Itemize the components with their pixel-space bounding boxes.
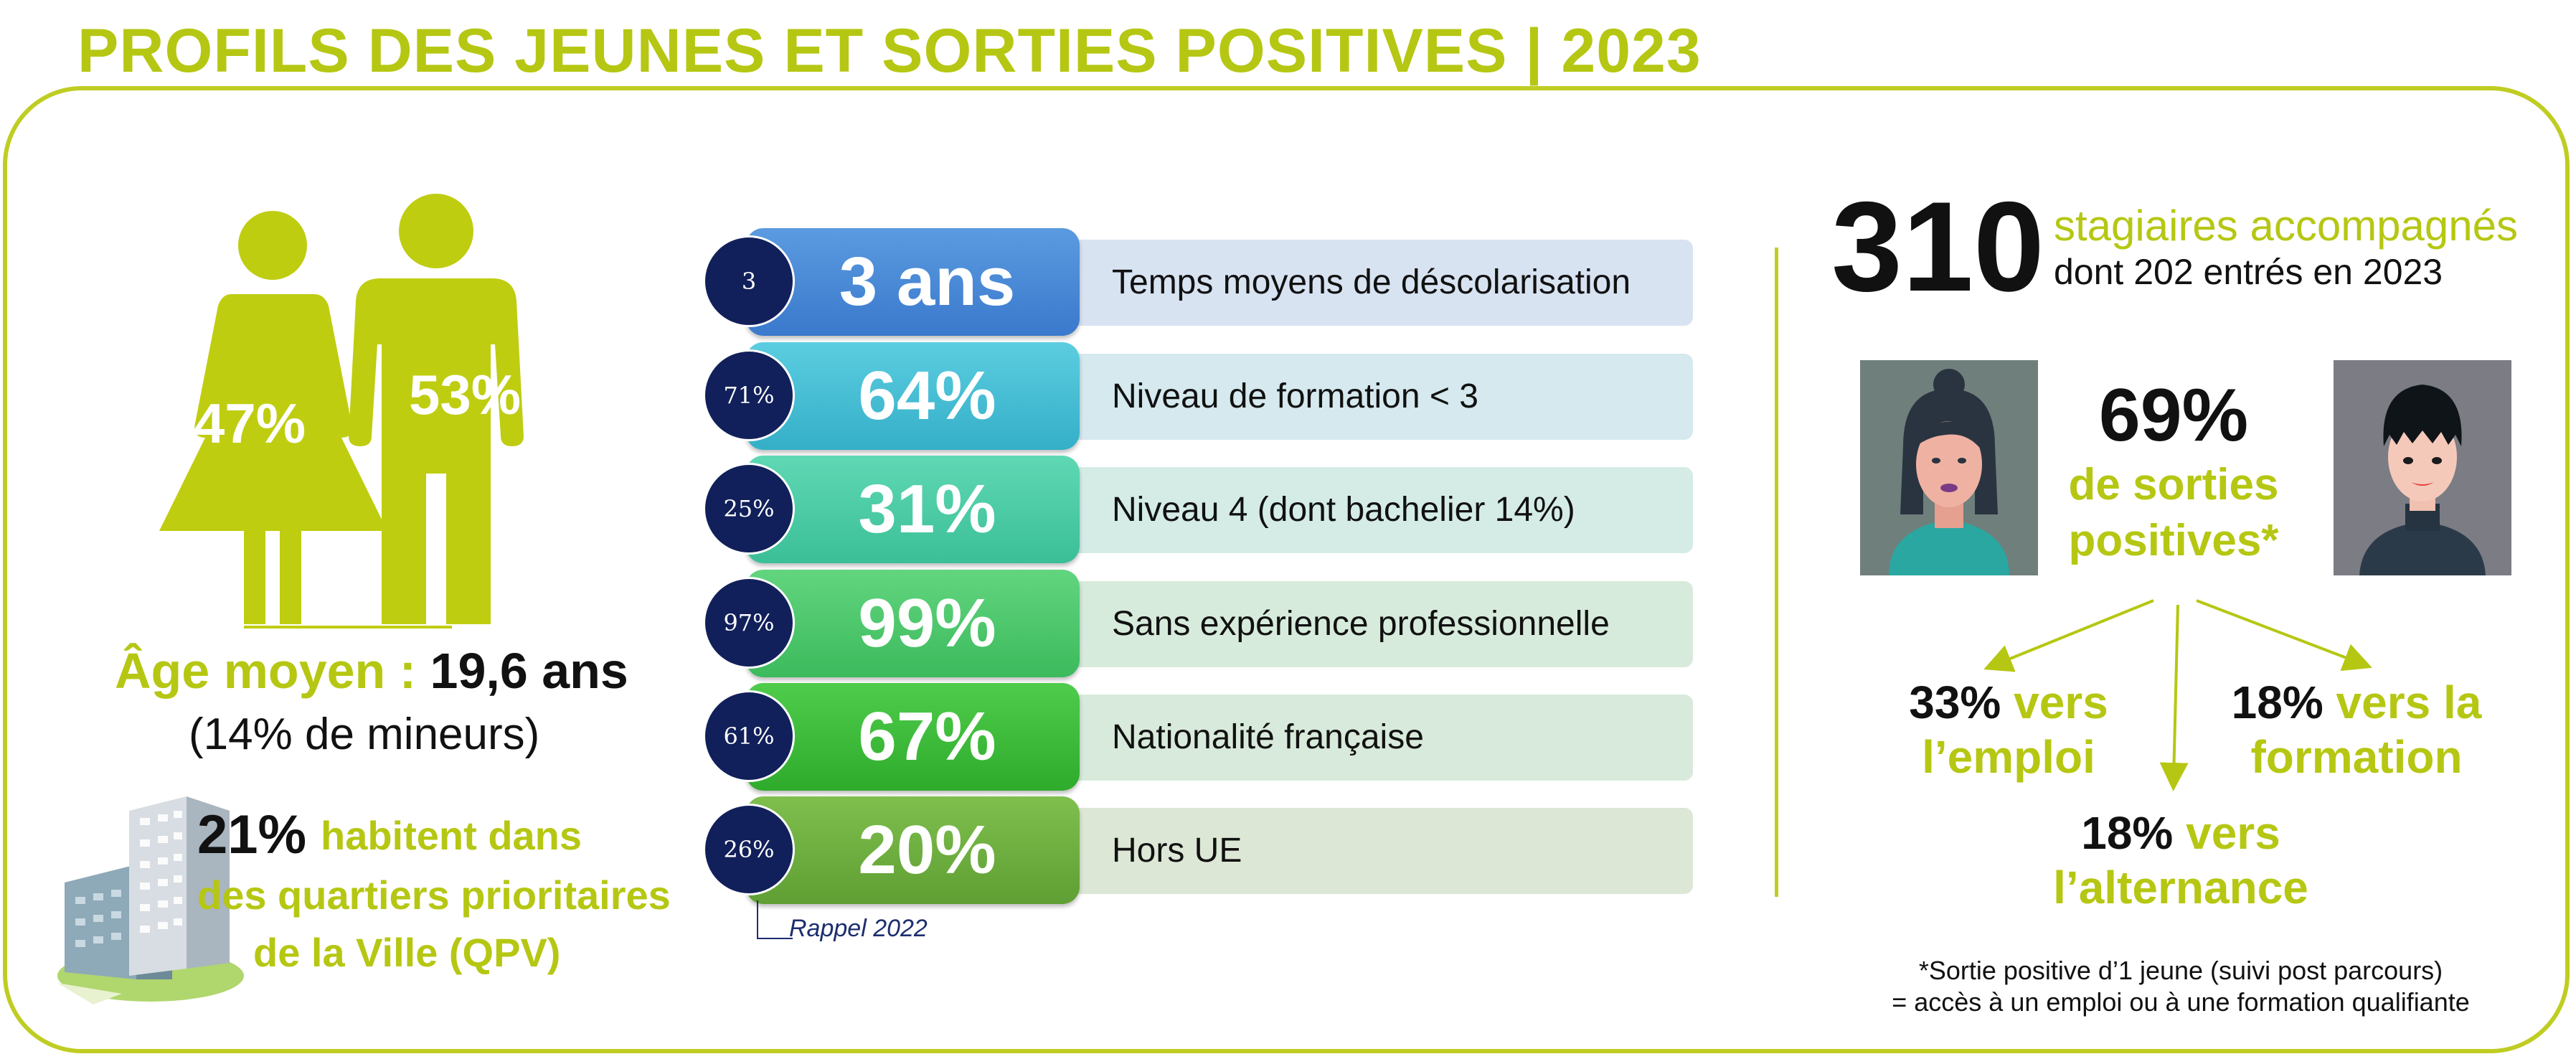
rappel-2022-value: 25% (703, 463, 795, 555)
man-head-icon (399, 194, 473, 268)
stat-row-background (1040, 240, 1693, 326)
rappel-2022-value: 71% (703, 349, 795, 441)
man-body-icon (349, 278, 524, 624)
alternance-word: vers (2186, 807, 2280, 859)
man-avatar-icon (2334, 360, 2511, 575)
stat-value: 64% (746, 342, 1080, 450)
training-outcome: 18% vers la (2220, 676, 2493, 729)
stat-value: 20% (746, 796, 1080, 904)
training-word: vers la (2336, 677, 2482, 728)
alternance-label: l’alternance (2053, 862, 2308, 913)
stat-row-1: 3 ans 3 Temps moyens de déscolarisation (703, 228, 1707, 336)
alternance-pct: 18% (2081, 807, 2174, 859)
arrow-to-alternance (2159, 604, 2189, 791)
training-label: formation (2250, 731, 2463, 783)
stat-row-background (1040, 581, 1693, 667)
woman-head-icon (238, 211, 307, 280)
stat-row-background (1040, 695, 1693, 781)
qpv-text-line1: habitent dans (321, 813, 582, 858)
stat-value: 3 ans (746, 228, 1080, 336)
building-icon (57, 796, 244, 1004)
alternance-outcome: 18% vers (2037, 806, 2324, 860)
stat-value: 99% (746, 570, 1080, 677)
average-age-value: 19,6 ans (430, 643, 628, 699)
women-percentage: 47% (194, 392, 306, 455)
trainee-label: stagiaires accompagnés (2054, 202, 2519, 250)
footnote-line2: = accès à un emploi ou à une formation q… (1892, 987, 2470, 1017)
arrow-to-training (2196, 599, 2372, 672)
qpv-text-line2: des quartiers prioritaires (197, 872, 671, 918)
employment-outcome: 33% vers (1894, 676, 2123, 729)
rappel-2022-value: 61% (703, 690, 795, 782)
stat-row-background (1040, 354, 1693, 440)
minors-share: (14% de mineurs) (189, 710, 540, 759)
stat-label: Niveau de formation < 3 (1112, 377, 1478, 415)
woman-avatar-icon (1860, 360, 2038, 575)
average-age: Âge moyen : 19,6 ans (115, 642, 628, 700)
rappel-2022-label: Rappel 2022 (789, 915, 928, 942)
stat-label: Temps moyens de déscolarisation (1112, 263, 1631, 301)
average-age-label: Âge moyen : (115, 643, 417, 699)
stat-row-3: 31% 25% Niveau 4 (dont bachelier 14%) (703, 456, 1707, 563)
page-title: PROFILS DES JEUNES ET SORTIES POSITIVES … (77, 17, 1702, 85)
rappel-2022-value: 3 (703, 235, 795, 327)
woman-man-silhouette-icon (159, 194, 524, 629)
employment-pct: 33% (1909, 677, 2001, 728)
positive-exits-label-line2: positives* (2068, 516, 2279, 565)
stat-value: 31% (746, 456, 1080, 563)
content-frame (3, 86, 2570, 1053)
training-pct: 18% (2231, 677, 2323, 728)
qpv-text-line3: de la Ville (QPV) (253, 930, 561, 975)
employment-label: l’emploi (1922, 731, 2095, 783)
trainee-entered-2023: dont 202 entrés en 2023 (2054, 252, 2443, 292)
outcome-arrows (1983, 599, 2372, 791)
stat-row-6: 20% 26% Hors UE (703, 796, 1707, 904)
stat-label: Sans expérience professionnelle (1112, 604, 1610, 643)
trainee-count: 310 (1831, 175, 2044, 318)
stat-row-5: 67% 61% Nationalité française (703, 683, 1707, 791)
stat-value: 67% (746, 683, 1080, 791)
positive-exits-label-line1: de sorties (2068, 460, 2279, 509)
positive-exits-percentage: 69% (2098, 374, 2249, 457)
divider (1775, 248, 1778, 897)
woman-body-icon (159, 294, 387, 624)
arrow-to-employment (1983, 599, 2154, 672)
stat-label: Niveau 4 (dont bachelier 14%) (1112, 490, 1575, 529)
stat-label: Hors UE (1112, 831, 1242, 870)
qpv-percentage: 21% (197, 804, 307, 865)
stat-label: Nationalité française (1112, 717, 1424, 756)
employment-word: vers (2014, 677, 2108, 728)
footnote-line1: *Sortie positive d’1 jeune (suivi post p… (1918, 956, 2443, 985)
stat-row-4: 99% 97% Sans expérience professionnelle (703, 570, 1707, 677)
rappel-2022-value: 26% (703, 804, 795, 895)
men-percentage: 53% (409, 363, 522, 426)
stat-row-background (1040, 808, 1693, 894)
rappel-connector (757, 900, 793, 939)
rappel-2022-value: 97% (703, 577, 795, 669)
stat-row-background (1040, 467, 1693, 553)
stat-row-2: 64% 71% Niveau de formation < 3 (703, 342, 1707, 450)
